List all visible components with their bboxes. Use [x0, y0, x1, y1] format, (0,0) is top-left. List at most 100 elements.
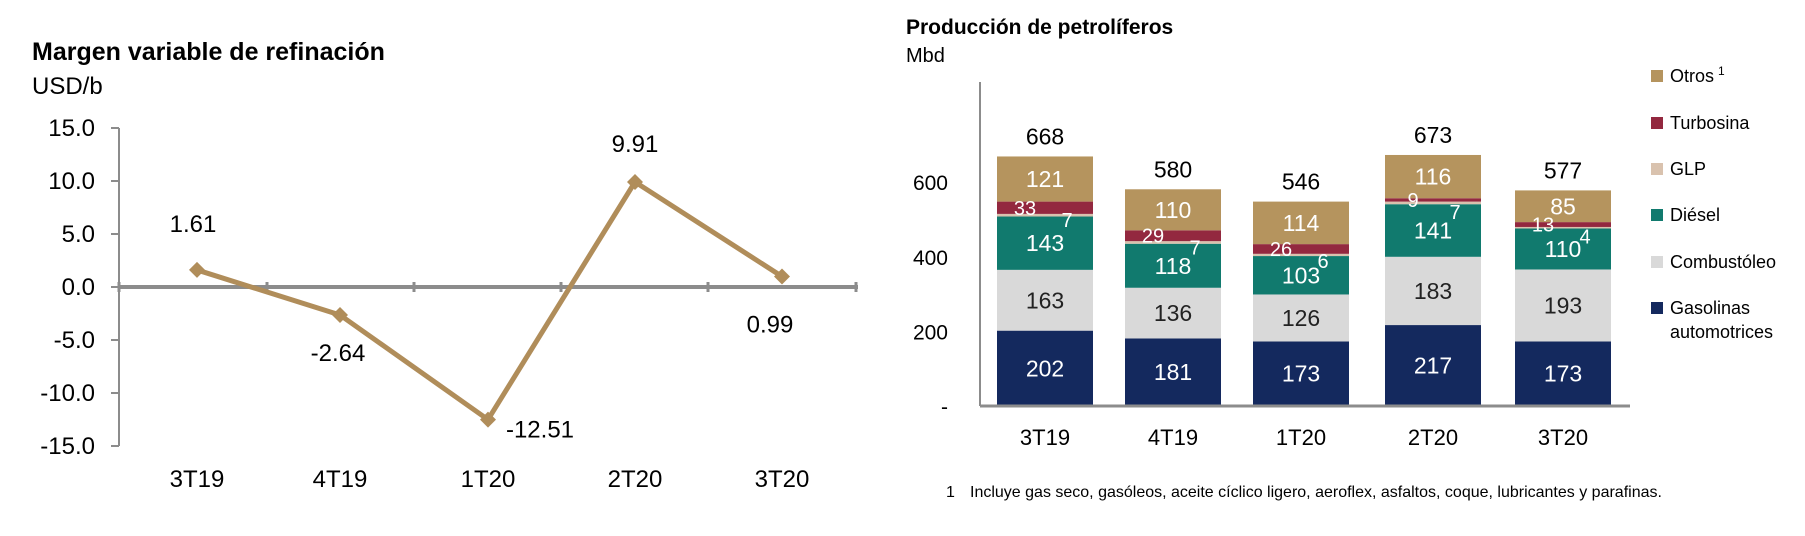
line-chart-y-tick-label: -15.0: [40, 433, 95, 460]
line-chart-x-label: 1T20: [461, 466, 516, 493]
line-chart-y-tick-label: -10.0: [40, 380, 95, 407]
bar-value-label-gasolinas: 217: [1414, 353, 1452, 379]
bar-category-label: 3T19: [1020, 425, 1070, 450]
bar-value-label-glp: 6: [1317, 251, 1328, 273]
bar-segment: [1515, 341, 1611, 406]
bar-chart-unit: Mbd: [906, 45, 945, 67]
line-point-marker: [189, 261, 205, 278]
line-chart-y-tick-label: 10.0: [48, 168, 95, 195]
line-chart-y-tick-label: 15.0: [48, 115, 95, 142]
legend-superscript: 1: [1718, 64, 1725, 78]
bar-chart-y-tick-label: 400: [913, 247, 948, 270]
bar-segment: [1125, 287, 1221, 339]
bar-category-label: 2T20: [1408, 425, 1458, 450]
bar-segment: [1385, 198, 1481, 202]
bar-segment: [1253, 256, 1349, 295]
bar-segment: [1385, 201, 1481, 205]
legend-label: Otros: [1670, 66, 1714, 86]
bar-total-label: 673: [1414, 122, 1452, 148]
bar-value-label-otros: 85: [1550, 193, 1576, 219]
bar-segment: [997, 216, 1093, 270]
bar-chart-y-tick-label: -: [941, 396, 948, 419]
bar-segment: [1515, 226, 1611, 229]
bar-segment: [1125, 338, 1221, 406]
legend-label: Turbosina: [1670, 113, 1750, 133]
line-chart-x-label: 2T20: [608, 466, 663, 493]
line-point-marker: [480, 411, 496, 428]
bar-segment: [1253, 341, 1349, 406]
bar-total-label: 580: [1154, 156, 1192, 182]
legend-label: Combustóleo: [1670, 252, 1776, 272]
footnote-text: Incluye gas seco, gasóleos, aceite cícli…: [970, 484, 1662, 501]
legend-swatch: [1651, 70, 1663, 82]
bar-segment: [1253, 294, 1349, 342]
bar-segment: [1253, 253, 1349, 257]
bar-total-label: 546: [1282, 169, 1320, 195]
bar-segment: [997, 330, 1093, 406]
bar-value-label-turbosina: 26: [1270, 239, 1292, 261]
bar-value-label-diesel: 110: [1545, 236, 1582, 262]
line-chart-title: Margen variable de refinación: [32, 38, 385, 66]
bar-value-label-otros: 116: [1415, 164, 1452, 190]
legend-swatch: [1651, 117, 1663, 129]
bar-segment: [1385, 256, 1481, 326]
line-chart-y-tick-label: 0.0: [62, 274, 95, 301]
bar-chart-y-tick-label: 600: [913, 172, 948, 195]
bar-segment: [1125, 230, 1221, 242]
legend-label: Diésel: [1670, 205, 1720, 225]
bar-value-label-combustoleo: 163: [1026, 287, 1064, 313]
line-chart-x-label: 3T20: [755, 466, 810, 493]
line-point-marker: [332, 306, 348, 323]
stacked-bar-chart: 600400200-2021631433371216683T1918113611…: [913, 82, 1630, 450]
line-data-label: 0.99: [747, 312, 794, 339]
bar-value-label-otros: 110: [1155, 197, 1192, 223]
bar-value-label-otros: 114: [1283, 210, 1320, 236]
bar-total-label: 668: [1026, 123, 1064, 149]
bar-segment: [1385, 325, 1481, 406]
bar-value-label-diesel: 118: [1155, 253, 1192, 279]
bar-category-label: 3T20: [1538, 425, 1588, 450]
legend-label: Gasolinas automotrices: [1670, 298, 1773, 342]
bar-segment: [1253, 201, 1349, 245]
bar-category-label: 4T19: [1148, 425, 1198, 450]
bar-segment: [997, 201, 1093, 214]
bar-value-label-combustoleo: 126: [1282, 305, 1320, 331]
bar-value-label-diesel: 141: [1414, 218, 1452, 244]
bar-value-label-otros: 121: [1026, 166, 1064, 192]
bar-segment: [1515, 228, 1611, 270]
line-chart-x-label: 4T19: [313, 466, 368, 493]
line-chart-y-tick-label: -5.0: [54, 327, 95, 354]
bar-segment: [1125, 189, 1221, 231]
legend-swatch: [1651, 209, 1663, 221]
line-chart-y-tick-label: 5.0: [62, 221, 95, 248]
line-series: [196, 179, 784, 423]
bar-value-label-turbosina: 13: [1532, 215, 1554, 237]
bar-value-label-diesel: 103: [1282, 262, 1320, 288]
line-point-marker: [774, 268, 790, 285]
bar-value-label-diesel: 143: [1026, 230, 1064, 256]
bar-segment: [1515, 269, 1611, 342]
bar-value-label-gasolinas: 173: [1544, 361, 1582, 387]
bar-value-label-gasolinas: 202: [1026, 355, 1064, 381]
bar-value-label-glp: 7: [1189, 238, 1200, 260]
bar-value-label-combustoleo: 136: [1154, 300, 1192, 326]
bar-value-label-glp: 4: [1579, 227, 1590, 249]
line-data-label: -2.64: [311, 340, 366, 367]
footnote-marker: 1: [946, 484, 955, 501]
line-point-marker: [627, 173, 643, 190]
line-data-label: -12.51: [506, 417, 574, 444]
bar-value-label-combustoleo: 183: [1414, 278, 1452, 304]
bar-value-label-gasolinas: 173: [1282, 361, 1320, 387]
bar-total-label: 577: [1544, 157, 1582, 183]
line-data-label: 9.91: [612, 131, 659, 158]
line-chart: 15.0 10.0 5.0 0.0 -5.0 -10.0 -15.0 3T19 4T19 1T20…: [40, 115, 858, 493]
bar-category-label: 1T20: [1276, 425, 1326, 450]
line-data-label: 1.61: [170, 211, 217, 238]
bar-value-label-gasolinas: 181: [1154, 359, 1192, 385]
bar-value-label-glp: 7: [1449, 202, 1460, 224]
line-chart-unit: USD/b: [32, 73, 103, 100]
bar-segment: [1385, 204, 1481, 257]
bar-value-label-glp: 7: [1061, 210, 1072, 232]
bar-chart-title: Producción de petrolíferos: [906, 16, 1173, 39]
